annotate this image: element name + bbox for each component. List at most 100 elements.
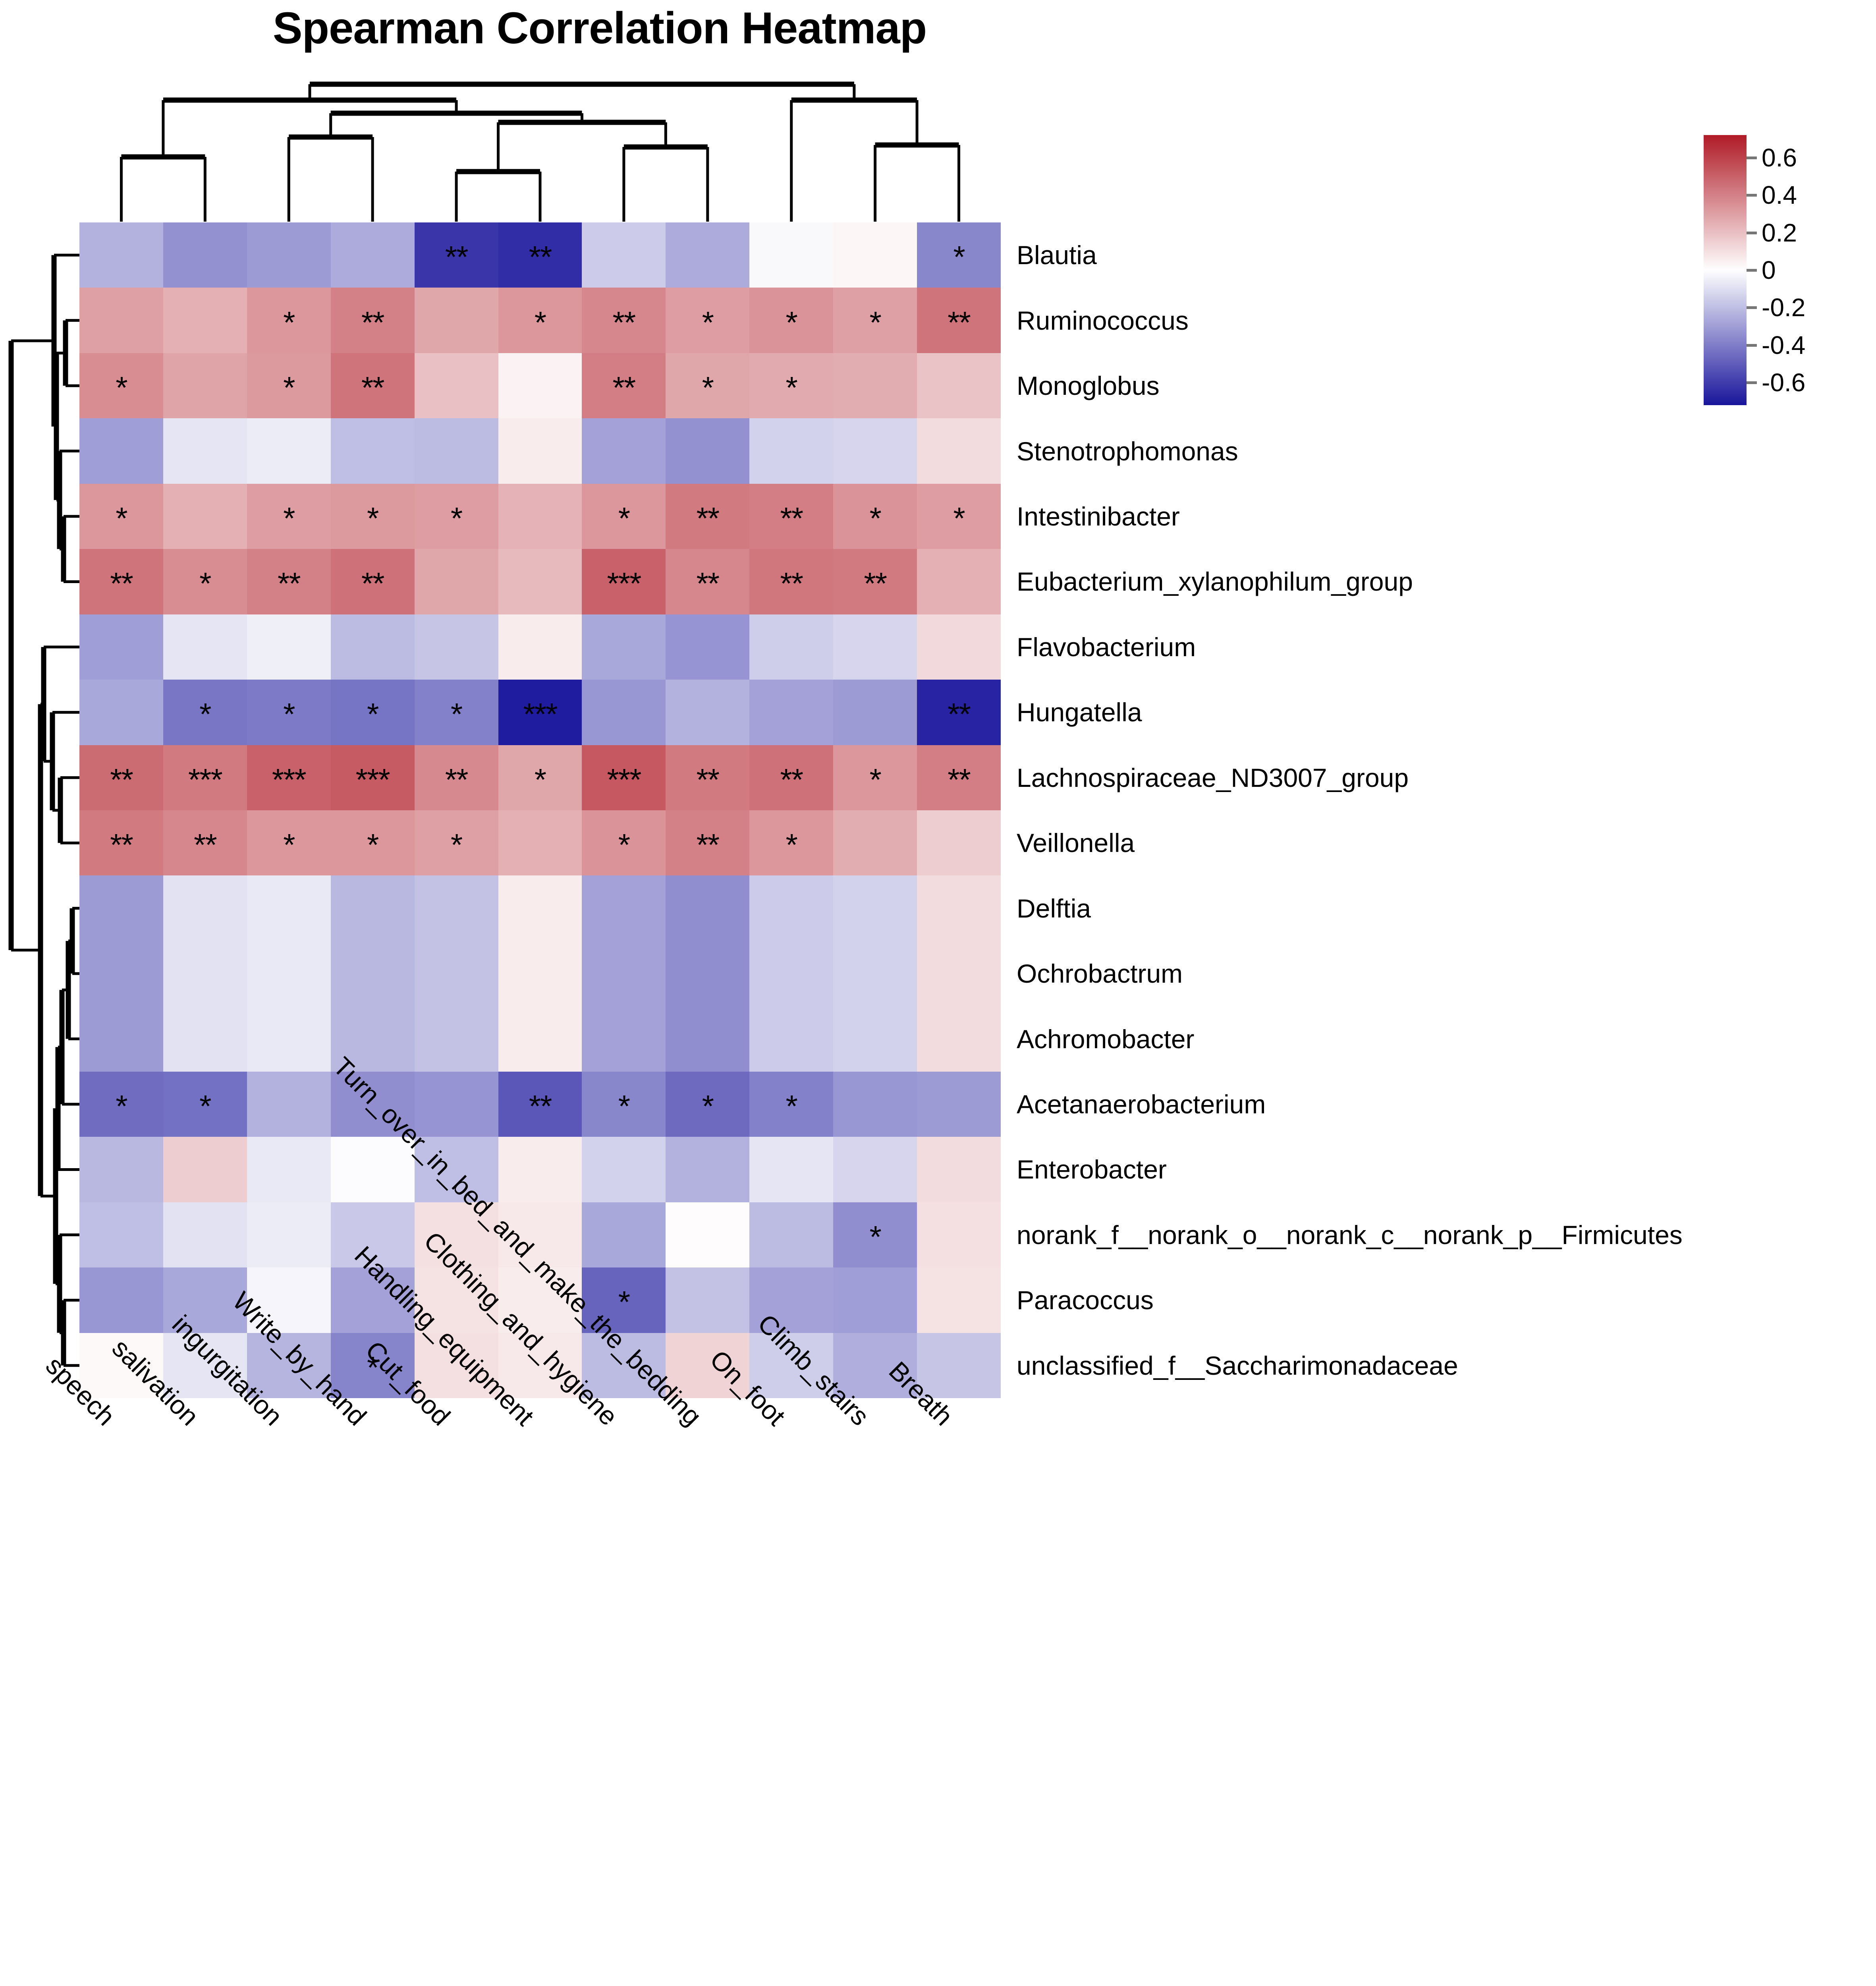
significance-marker: * — [283, 827, 295, 862]
heatmap-cell — [749, 1202, 834, 1268]
heatmap-cell: * — [749, 810, 834, 876]
heatmap-cell — [414, 418, 498, 484]
heatmap-cell — [247, 875, 331, 941]
significance-marker: ** — [361, 566, 385, 601]
heatmap-cell — [79, 1137, 163, 1202]
heatmap-cell: * — [247, 810, 331, 876]
significance-marker: * — [618, 827, 630, 862]
heatmap-cell: ** — [330, 549, 415, 614]
heatmap-cell — [833, 810, 917, 876]
significance-marker: ** — [696, 762, 720, 797]
heatmap-cell — [498, 1137, 582, 1202]
significance-marker: ** — [194, 827, 217, 862]
heatmap-cell — [414, 941, 498, 1007]
significance-marker: * — [702, 305, 714, 340]
heatmap-cell: * — [833, 1202, 917, 1268]
heatmap-cell — [749, 222, 834, 288]
heatmap-cell — [498, 1006, 582, 1072]
heatmap-cell: * — [749, 1071, 834, 1137]
significance-marker: ** — [110, 827, 133, 862]
heatmap-cell — [749, 1006, 834, 1072]
heatmap-cell: ** — [330, 288, 415, 353]
heatmap-cell — [498, 941, 582, 1007]
heatmap-cell — [833, 418, 917, 484]
significance-marker: ** — [780, 762, 803, 797]
heatmap-cell: * — [247, 288, 331, 353]
significance-marker: ** — [445, 762, 469, 797]
heatmap-cell — [79, 222, 163, 288]
heatmap-cell: * — [666, 353, 750, 419]
heatmap-cell — [414, 614, 498, 680]
colorbar-tick-label: -0.4 — [1762, 330, 1806, 359]
heatmap-cell — [833, 1006, 917, 1072]
significance-marker: ** — [696, 500, 720, 536]
heatmap-cell — [247, 222, 331, 288]
heatmap-cell — [582, 1333, 666, 1398]
heatmap-cell — [163, 222, 247, 288]
heatmap-cell: ** — [917, 680, 1001, 745]
heatmap-cell: ** — [247, 549, 331, 614]
heatmap-cell: *** — [247, 745, 331, 810]
significance-marker: * — [116, 1088, 127, 1124]
significance-marker: *** — [188, 762, 223, 797]
colorbar-tick-label: -0.2 — [1762, 293, 1806, 322]
row-label: unclassified_f__Saccharimonadaceae — [1017, 1350, 1458, 1380]
heatmap-cell: ** — [666, 810, 750, 876]
significance-marker: ** — [696, 566, 720, 601]
significance-marker: ** — [612, 305, 636, 340]
heatmap-cell: * — [247, 680, 331, 745]
significance-marker: * — [869, 762, 881, 797]
significance-marker: ** — [780, 500, 803, 536]
heatmap-cell — [330, 1071, 415, 1137]
significance-marker: * — [450, 827, 463, 862]
heatmap-cell — [917, 614, 1001, 680]
heatmap-cell — [666, 680, 750, 745]
heatmap-cell — [79, 1202, 163, 1268]
heatmap-cell — [749, 941, 834, 1007]
heatmap-cell — [163, 614, 247, 680]
heatmap-cell: * — [330, 483, 415, 549]
significance-marker: * — [367, 827, 379, 862]
colorbar-tick — [1747, 344, 1757, 347]
significance-marker: * — [702, 370, 714, 405]
heatmap-cell: * — [917, 483, 1001, 549]
heatmap-cell — [749, 1333, 834, 1398]
heatmap-cell — [247, 1137, 331, 1202]
significance-marker: * — [534, 305, 546, 340]
heatmap-cell: ** — [498, 222, 582, 288]
heatmap-cell — [498, 1202, 582, 1268]
heatmap-cell — [247, 941, 331, 1007]
heatmap-cell: * — [247, 483, 331, 549]
significance-marker: ** — [361, 305, 385, 340]
significance-marker: * — [786, 370, 798, 405]
significance-marker: * — [450, 697, 463, 732]
heatmap-cell: * — [917, 222, 1001, 288]
heatmap-cell — [917, 1202, 1001, 1268]
significance-marker: ** — [780, 566, 803, 601]
heatmap-cell: ** — [749, 745, 834, 810]
heatmap-cell — [666, 1202, 750, 1268]
significance-marker: ** — [696, 827, 720, 862]
heatmap-cell: * — [79, 1071, 163, 1137]
row-label: Paracoccus — [1017, 1285, 1154, 1315]
heatmap-cell — [582, 680, 666, 745]
heatmap-cell — [247, 1071, 331, 1137]
significance-marker: * — [116, 500, 127, 536]
heatmap-cell — [79, 875, 163, 941]
heatmap-cell: *** — [498, 680, 582, 745]
heatmap-cell: * — [498, 745, 582, 810]
heatmap-cell — [330, 941, 415, 1007]
significance-marker: * — [116, 370, 127, 405]
heatmap-cell: * — [163, 549, 247, 614]
heatmap-cell — [666, 614, 750, 680]
row-label: Stenotrophomonas — [1017, 436, 1238, 466]
heatmap-cell — [833, 614, 917, 680]
heatmap-cell: * — [414, 680, 498, 745]
heatmap-cell — [414, 1267, 498, 1333]
heatmap-cell — [79, 1006, 163, 1072]
heatmap-cell — [582, 418, 666, 484]
heatmap-cell — [833, 875, 917, 941]
row-label: norank_f__norank_o__norank_c__norank_p__… — [1017, 1220, 1683, 1250]
significance-marker: * — [450, 500, 463, 536]
